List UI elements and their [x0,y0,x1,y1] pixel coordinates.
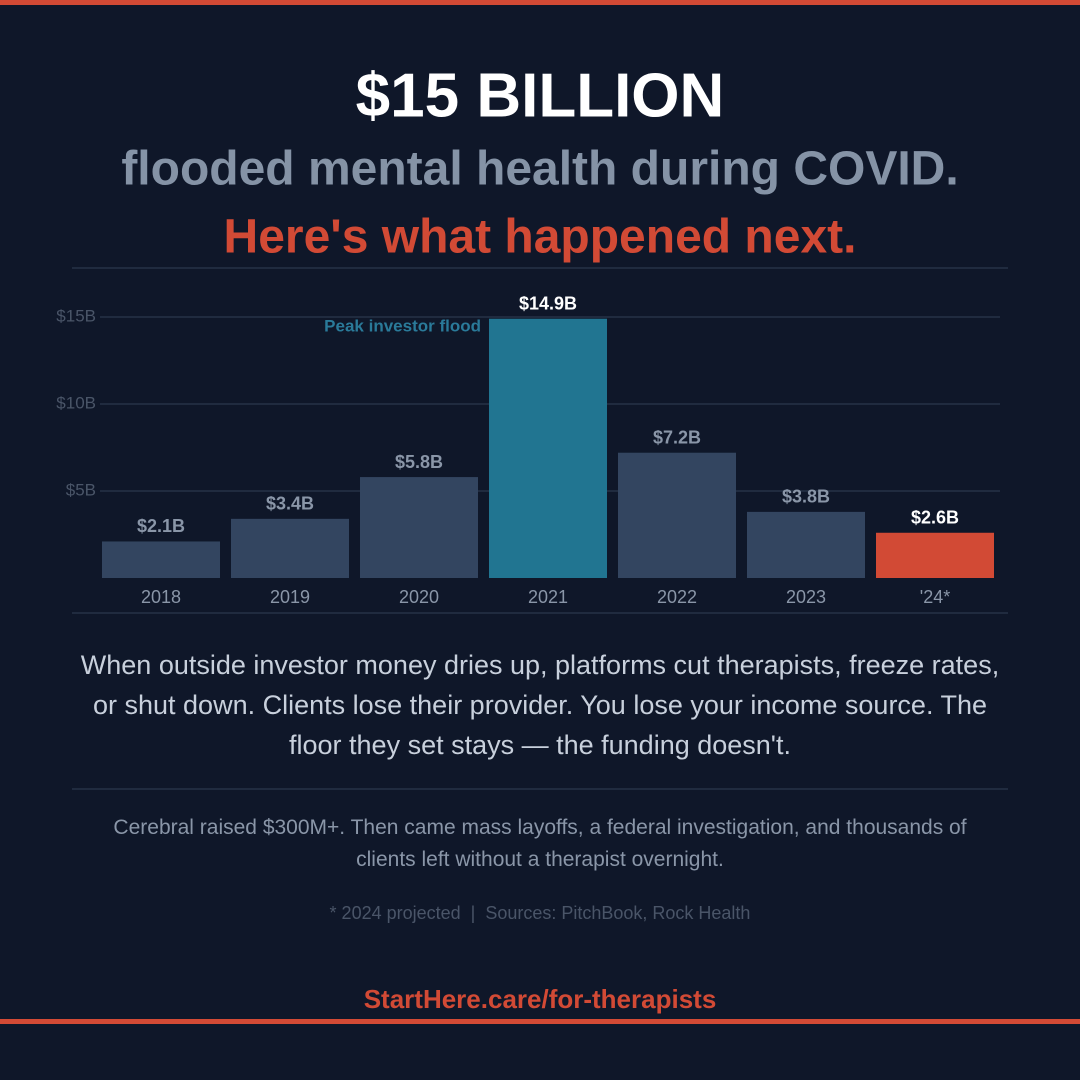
bottom-bar [0,1019,1080,1024]
y-tick-label: $15B [56,306,96,325]
subtitle: flooded mental health during COVID. [121,143,958,196]
x-tick-label: 2021 [528,587,568,607]
value-label: $14.9B [519,293,577,313]
value-label: $3.8B [782,487,830,507]
x-tick-label: 2020 [399,587,439,607]
x-tick-label: 2018 [141,587,181,607]
x-tick-label: 2022 [657,587,697,607]
value-label: $3.4B [266,494,314,514]
y-tick-label: $10B [56,393,96,412]
y-tick-label: $5B [66,480,96,499]
bar [102,541,220,578]
bar [231,518,349,578]
top-bar [0,0,1080,5]
bar [489,318,607,578]
x-tick-label: 2019 [270,587,310,607]
value-label: $5.8B [395,452,443,472]
value-label: $2.1B [137,516,185,536]
bar [618,452,736,578]
x-tick-label: '24* [920,587,950,607]
annotation: Peak investor flood [324,316,481,335]
bar [876,532,994,578]
value-label: $2.6B [911,508,959,528]
value-label: $7.2B [653,427,701,447]
body-text: When outside investor money dries up, pl… [80,650,1000,760]
x-tick-label: 2023 [786,587,826,607]
tagline: Here's what happened next. [224,211,857,264]
title: $15 BILLION [356,61,725,130]
note-text: Cerebral raised $300M+. Then came mass l… [113,816,967,871]
cta-link[interactable]: StartHere.care/for-therapists [364,984,717,1014]
footnote: * 2024 projected | Sources: PitchBook, R… [330,903,751,923]
bar [360,477,478,578]
bar [747,511,865,578]
